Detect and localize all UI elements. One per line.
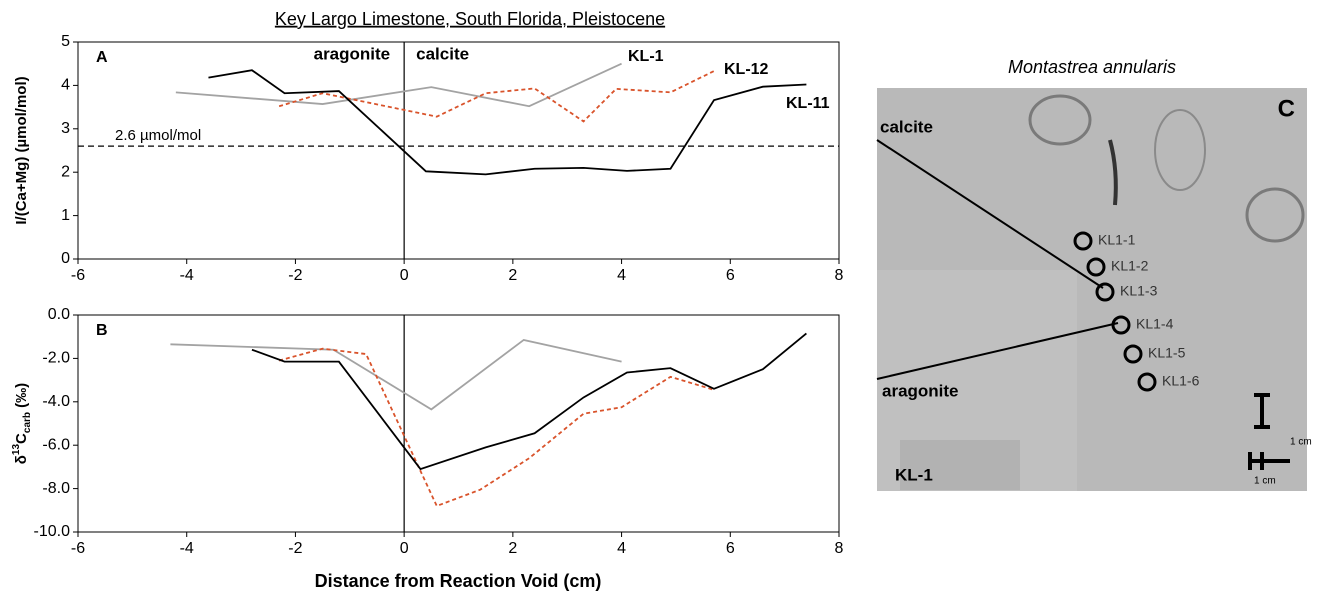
crack (1108, 139, 1118, 206)
sample-label: KL1-3 (1120, 283, 1158, 299)
photo-title: Montastrea annularis (1008, 57, 1176, 77)
calcite-line (876, 139, 1104, 289)
zone-label: calcite (416, 44, 469, 63)
corallite (1245, 187, 1305, 243)
zone-label: aragonite (882, 381, 959, 400)
scale-label: 1 cm (1254, 476, 1276, 487)
y-tick-label: -10.0 (34, 523, 71, 540)
x-tick-label: 4 (617, 267, 626, 284)
panel-letter: C (1278, 95, 1295, 122)
y-tick-label: 1 (61, 207, 70, 224)
y-tick-label: -4.0 (42, 393, 70, 410)
sample-circle (1111, 315, 1131, 335)
x-tick-label: 6 (726, 540, 735, 557)
sample-circle (1086, 257, 1106, 277)
y-tick-label: -8.0 (42, 480, 70, 497)
x-tick-label: -4 (180, 267, 194, 284)
aragonite-line (876, 322, 1119, 380)
panel-letter: B (96, 322, 108, 339)
x-tick-label: 8 (835, 267, 844, 284)
x-tick-label: -6 (71, 267, 85, 284)
y-axis-label-part: δ (13, 455, 30, 464)
figure-title: Key Largo Limestone, South Florida, Plei… (275, 9, 665, 29)
y-tick-label: -6.0 (42, 436, 70, 453)
panel-letter: A (96, 49, 108, 66)
y-tick-label: 5 (61, 33, 70, 50)
y-tick-label: 0.0 (48, 306, 70, 323)
photo-texture (900, 440, 1020, 490)
y-axis-label: δ13Ccarb (‰) (11, 383, 33, 464)
y-tick-label: 3 (61, 120, 70, 137)
y-axis-label-part: I/(Ca+Mg) (µmol/mol) (13, 76, 30, 224)
y-axis-label-part: C (13, 433, 30, 444)
x-tick-label: -4 (180, 540, 194, 557)
sample-circle (1123, 344, 1143, 364)
y-axis-label-part: (‰) (13, 383, 30, 412)
y-axis-label: I/(Ca+Mg) (µmol/mol) (13, 76, 30, 224)
sample-label: KL1-5 (1148, 345, 1186, 361)
y-tick-label: 4 (61, 77, 70, 94)
series-line (278, 347, 715, 508)
scale-bar (1248, 393, 1290, 470)
y-tick-label: 2 (61, 163, 70, 180)
plot-frame (77, 41, 840, 260)
sample-circle (1137, 372, 1157, 392)
threshold-label: 2.6 µmol/mol (115, 127, 201, 144)
photo-panel: Montastrea annularis calcite aragonite C… (876, 57, 1312, 491)
series-label: KL-1 (628, 48, 664, 65)
y-axis-label-part: carb (22, 412, 33, 433)
x-tick-label: -6 (71, 540, 85, 557)
x-tick-label: 0 (400, 267, 409, 284)
series-line (251, 332, 807, 471)
sample-label: KL1-4 (1136, 316, 1174, 332)
x-tick-label: 2 (508, 540, 517, 557)
x-tick-label: 0 (400, 540, 409, 557)
specimen-label: KL-1 (895, 465, 933, 484)
sample-label: KL1-2 (1111, 258, 1149, 274)
corallite (1028, 94, 1092, 146)
x-tick-label: 6 (726, 267, 735, 284)
scale-label: 1 cm (1290, 437, 1312, 448)
sample-circle (1095, 282, 1115, 302)
series-label: KL-12 (724, 61, 769, 78)
x-tick-label: 2 (508, 267, 517, 284)
x-tick-label: -2 (288, 540, 302, 557)
series-label: KL-11 (786, 95, 830, 112)
series-line (170, 338, 622, 411)
x-tick-label: 8 (835, 540, 844, 557)
y-tick-label: 0 (61, 250, 70, 267)
sample-label: KL1-6 (1162, 373, 1200, 389)
x-tick-label: 4 (617, 540, 626, 557)
zone-label: calcite (880, 117, 933, 136)
sample-label: KL1-1 (1098, 232, 1136, 248)
series-line (278, 70, 715, 123)
y-tick-label: -2.0 (42, 350, 70, 367)
sample-circle (1073, 231, 1093, 251)
series-line (208, 69, 807, 176)
x-tick-label: -2 (288, 267, 302, 284)
zone-label: aragonite (314, 44, 391, 63)
series-line (175, 62, 622, 108)
y-axis-label-part: 13 (11, 444, 22, 456)
plot-frame (77, 314, 840, 533)
x-axis-label: Distance from Reaction Void (cm) (315, 571, 602, 591)
corallite (1154, 109, 1206, 191)
